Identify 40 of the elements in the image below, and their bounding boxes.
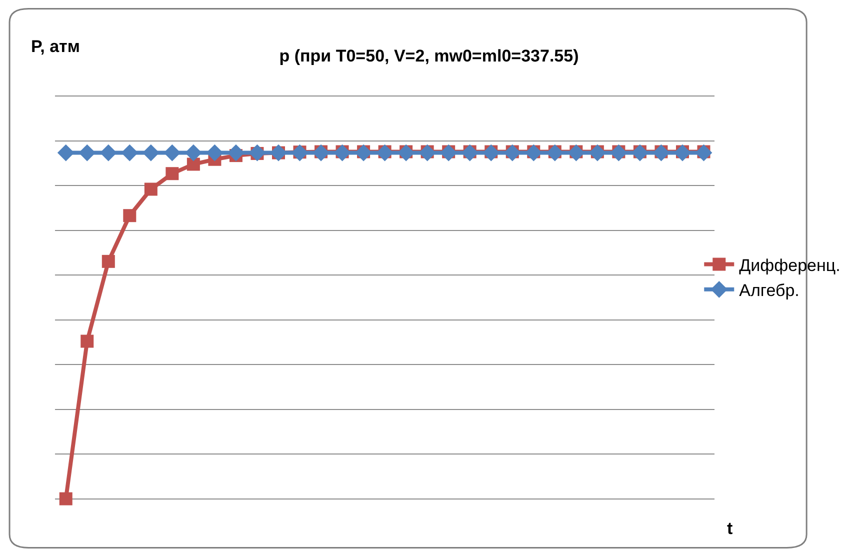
point (418, 144, 436, 162)
point (59, 492, 72, 506)
point (568, 144, 585, 162)
point (80, 334, 94, 348)
point (57, 144, 74, 162)
legend-label: Дифференц. (739, 256, 840, 275)
point (312, 144, 330, 162)
point (184, 144, 202, 162)
point (355, 144, 372, 162)
point (504, 144, 521, 162)
point (482, 144, 500, 162)
point (100, 144, 117, 162)
point (525, 144, 542, 162)
point (632, 144, 648, 162)
point (440, 144, 458, 162)
point (546, 144, 564, 162)
point (164, 144, 181, 162)
point (166, 167, 179, 180)
point (610, 144, 628, 162)
point (652, 144, 670, 162)
point (461, 144, 478, 162)
point (121, 144, 138, 162)
point (588, 144, 606, 162)
point (78, 144, 96, 162)
point (376, 144, 394, 162)
chart-title: p (при T0=50, V=2, mw0=ml0=337.55) (279, 46, 579, 66)
point (186, 158, 200, 171)
point (144, 182, 158, 196)
point (695, 144, 712, 162)
point (334, 144, 351, 162)
text: P, атм (31, 37, 80, 56)
point (123, 209, 136, 222)
point (228, 144, 244, 162)
point (142, 144, 160, 162)
legend-label: Алгебр. (739, 281, 800, 300)
x-axis-title: t (727, 519, 733, 538)
point (674, 144, 691, 162)
point (398, 144, 415, 162)
point (206, 144, 224, 162)
point (102, 254, 115, 268)
